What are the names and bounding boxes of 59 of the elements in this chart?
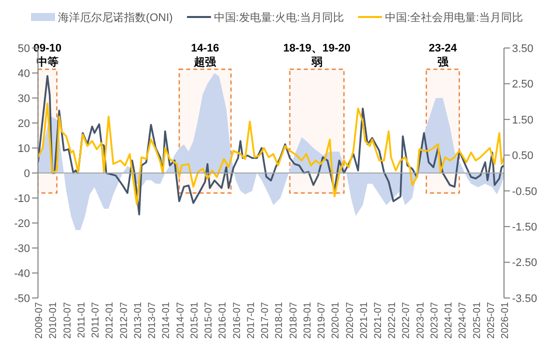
y2-tick-label: -3.50 [512,292,538,305]
y-tick-label: 20 [18,118,30,130]
legend-label: 中国:发电量:火电:当月同比 [214,10,344,24]
x-tick-label: 2009-07 [34,302,46,339]
x-tick-label: 2020-07 [344,302,356,339]
y2-tick-label: 1.50 [512,114,534,126]
band-label: 14-16 超强 [191,42,220,68]
x-tick-label: 2016-07 [232,302,243,339]
x-tick-label: 2013-07 [147,302,158,339]
x-tick-label: 2025-07 [486,302,497,339]
x-tick-label: 2018-01 [274,302,286,339]
y-tick-label: 10 [18,142,30,155]
y2-tick-label: -0.50 [512,186,538,198]
x-tick-label: 2024-01 [444,302,455,339]
y-tick-label: -30 [14,242,30,255]
x-tick-label: 2022-01 [387,302,398,339]
y2-tick-label: 0.50 [512,150,534,162]
x-tick-label: 2011-07 [90,302,102,338]
x-tick-label: 2020-01 [330,302,342,339]
y-tick-label: 30 [18,92,30,105]
x-tick-label: 2010-07 [62,302,74,339]
legend-label: 海洋厄尔尼诺指数(ONI) [58,10,173,24]
x-tick-label: 2025-01 [472,302,483,339]
x-tick-label: 2013-01 [132,302,144,339]
x-tick-label: 2024-07 [458,302,469,339]
x-tick-label: 2012-07 [118,302,130,339]
y-tick-label: 40 [18,68,30,80]
x-tick-label: 2014-01 [161,302,172,339]
x-tick-label: 2019-01 [302,302,314,339]
y-tick-label: 0 [24,168,30,180]
band-label: 23-24 强 [428,42,458,68]
y-tick-label: -20 [14,218,30,230]
y-tick-label: -40 [14,268,30,280]
x-tick-label: 2015-07 [204,302,215,339]
x-tick-label: 2014-07 [175,302,186,339]
y2-tick-label: 2.50 [512,78,534,91]
y-tick-label: -50 [14,292,30,305]
y2-tick-label: -1.50 [512,221,538,234]
y-tick-label: -10 [14,192,30,205]
x-tick-label: 2015-01 [189,302,200,339]
x-tick-label: 2011-01 [76,302,88,338]
y-tick-label: 50 [18,42,30,55]
x-tick-label: 2018-07 [288,302,300,339]
x-tick-label: 2016-01 [218,302,229,339]
x-tick-label: 2022-07 [401,302,412,339]
y2-tick-label: 3.50 [512,42,534,55]
legend-label: 中国:全社会用电量:当月同比 [384,10,524,24]
x-tick-label: 2021-07 [373,302,384,339]
x-tick-label: 2010-01 [48,302,60,339]
x-tick-label: 2019-07 [316,302,328,339]
x-tick-label: 2012-01 [104,302,116,339]
x-tick-label: 2017-07 [260,302,272,339]
y2-tick-label: -2.50 [512,257,538,270]
x-tick-label: 2021-01 [358,302,370,339]
band-label: 18-19、19-20 弱 [283,42,351,68]
x-tick-label: 2023-01 [415,302,426,339]
x-tick-label: 2023-07 [429,302,440,339]
x-tick-label: 2017-01 [246,302,257,339]
x-tick-label: 2026-01 [500,302,512,339]
